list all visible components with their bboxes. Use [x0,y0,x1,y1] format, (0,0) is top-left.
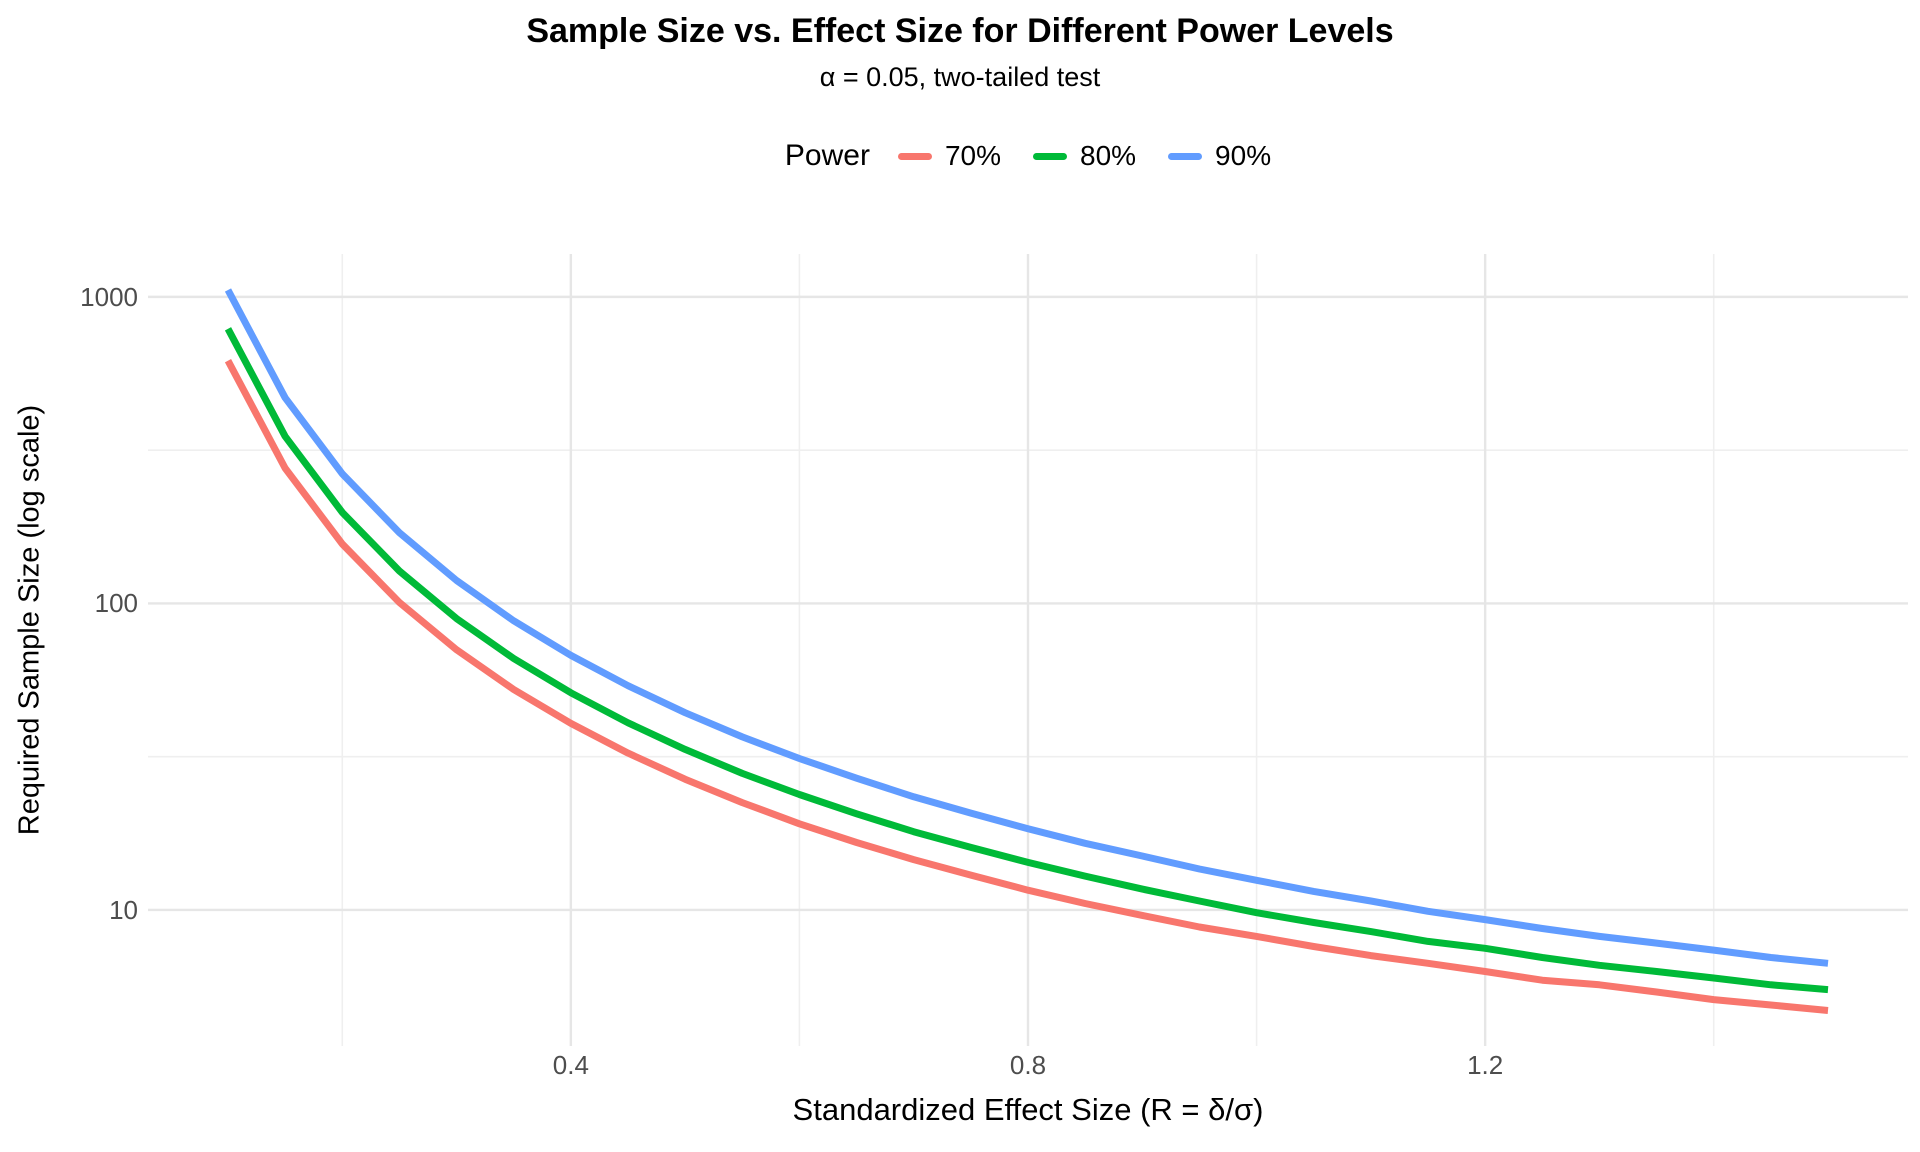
legend-item-80%: 80% [1033,140,1136,172]
legend-item-70%: 70% [897,140,1001,172]
chart-title: Sample Size vs. Effect Size for Differen… [526,12,1394,50]
y-tick-label: 10 [109,894,138,925]
series-line-80% [224,327,1829,994]
chart-subtitle: α = 0.05, two-tailed test [819,62,1101,92]
legend-title: Power [784,139,870,172]
series-line-70% [224,359,1829,1014]
y-tick-label: 100 [94,588,138,619]
x-tick-label: 0.4 [552,1050,589,1080]
series-line-90% [224,288,1829,967]
legend-item-label: 90% [1215,140,1272,171]
legend-key-line [1168,152,1203,160]
y-tick-label: 1000 [80,281,138,312]
legend-key-line [1033,152,1067,160]
legend: Power 70% 80% 90% [148,130,1908,182]
legend-item-label: 70% [944,140,1001,171]
x-axis-title: Standardized Effect Size (R = δ/σ) [792,1092,1264,1127]
legend-items: 70% 80% 90% [897,140,1271,172]
legend-key-line [897,152,932,160]
y-axis-title: Required Sample Size (log scale) [13,404,46,836]
x-tick-label: 1.2 [1467,1050,1504,1080]
legend-item-label: 80% [1080,140,1137,171]
x-tick-label: 0.8 [1009,1050,1047,1080]
legend-item-90%: 90% [1168,140,1271,172]
